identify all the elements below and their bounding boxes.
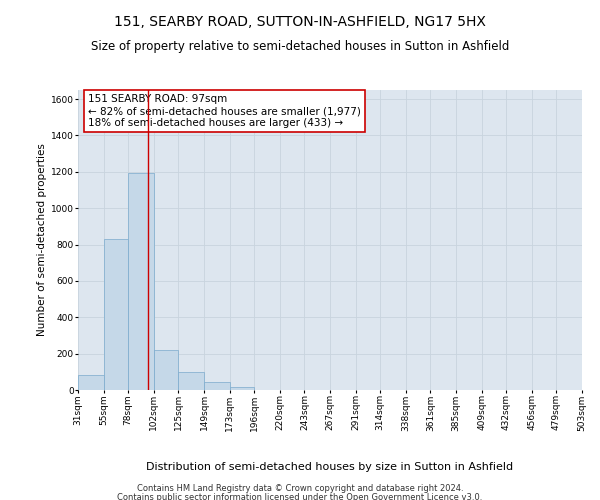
Text: Size of property relative to semi-detached houses in Sutton in Ashfield: Size of property relative to semi-detach… [91,40,509,53]
Text: Distribution of semi-detached houses by size in Sutton in Ashfield: Distribution of semi-detached houses by … [146,462,514,472]
Bar [230,386,254,390]
Bar [128,172,154,390]
Text: Contains public sector information licensed under the Open Government Licence v3: Contains public sector information licen… [118,494,482,500]
Bar [154,350,178,390]
Y-axis label: Number of semi-detached properties: Number of semi-detached properties [37,144,47,336]
Text: Contains HM Land Registry data © Crown copyright and database right 2024.: Contains HM Land Registry data © Crown c… [137,484,463,493]
Bar [204,382,230,390]
Text: 151 SEARBY ROAD: 97sqm
← 82% of semi-detached houses are smaller (1,977)
18% of : 151 SEARBY ROAD: 97sqm ← 82% of semi-det… [88,94,361,128]
Bar [178,372,204,390]
Text: 151, SEARBY ROAD, SUTTON-IN-ASHFIELD, NG17 5HX: 151, SEARBY ROAD, SUTTON-IN-ASHFIELD, NG… [114,15,486,29]
Bar [78,375,104,390]
Bar [104,239,128,390]
